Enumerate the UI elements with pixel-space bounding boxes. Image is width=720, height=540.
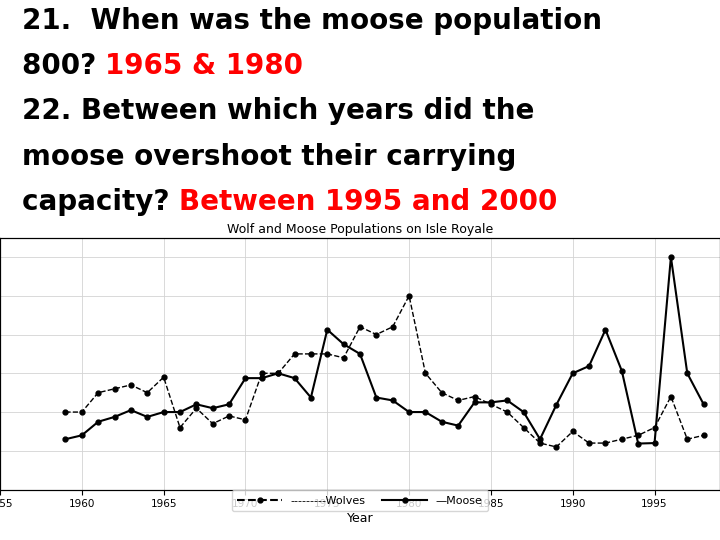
- Text: capacity?: capacity?: [22, 188, 179, 215]
- X-axis label: Year: Year: [347, 512, 373, 525]
- Text: moose overshoot their carrying: moose overshoot their carrying: [22, 143, 516, 171]
- Text: Between 1995 and 2000: Between 1995 and 2000: [179, 188, 557, 215]
- Text: 800?: 800?: [22, 52, 105, 80]
- Text: 1965 & 1980: 1965 & 1980: [105, 52, 303, 80]
- Text: 22. Between which years did the: 22. Between which years did the: [22, 97, 534, 125]
- Title: Wolf and Moose Populations on Isle Royale: Wolf and Moose Populations on Isle Royal…: [227, 224, 493, 237]
- Text: 21.  When was the moose population: 21. When was the moose population: [22, 7, 602, 35]
- Legend: ---------Wolves, —Moose: ---------Wolves, —Moose: [232, 490, 488, 511]
